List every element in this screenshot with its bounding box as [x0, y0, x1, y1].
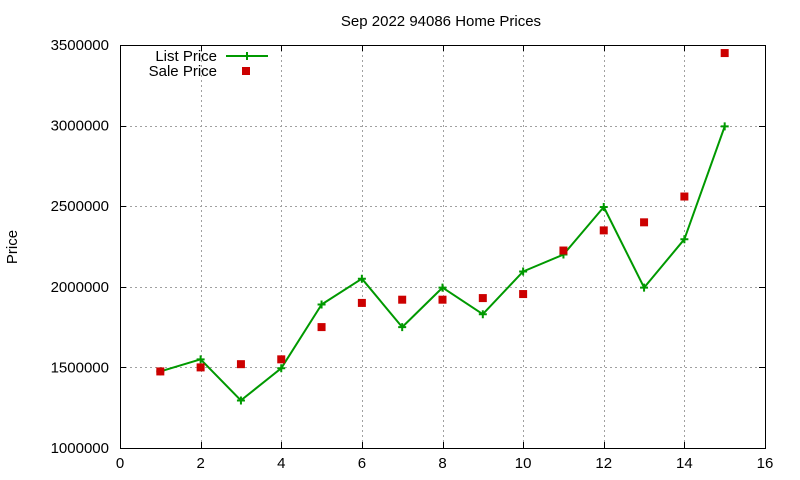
sale-price-point — [478, 294, 487, 303]
sale-price-point — [599, 226, 608, 235]
y-tick-label: 1000000 — [51, 440, 109, 457]
list-price-point — [317, 300, 326, 309]
x-tick-label: 4 — [277, 455, 285, 472]
sale-price-point — [559, 246, 568, 255]
legend-label-list-price: List Price — [155, 48, 217, 65]
legend-marker-list-price — [243, 52, 251, 60]
list-price-point — [680, 235, 689, 244]
grid — [120, 45, 765, 448]
x-tick-label: 10 — [515, 455, 532, 472]
sale-price-point — [680, 192, 689, 201]
list-price-point — [196, 355, 205, 364]
axis-ticks — [120, 45, 766, 449]
list-price-point — [277, 364, 286, 373]
x-tick-label: 14 — [676, 455, 693, 472]
legend-label-sale-price: Sale Price — [149, 63, 217, 80]
sale-price-point — [156, 367, 165, 376]
chart-title: Sep 2022 94086 Home Prices — [341, 13, 541, 30]
y-tick-label: 3500000 — [51, 37, 109, 54]
sale-price-point — [640, 218, 649, 227]
x-tick-label: 8 — [438, 455, 446, 472]
list-price-point — [236, 396, 245, 405]
sale-price-point — [720, 49, 729, 58]
x-tick-label: 12 — [595, 455, 612, 472]
sale-price-point — [519, 290, 528, 299]
list-price-point — [357, 274, 366, 283]
list-price-point — [398, 323, 407, 332]
legend-marker-sale-price — [242, 67, 250, 75]
y-tick-label: 2000000 — [51, 279, 109, 296]
x-tick-label: 2 — [196, 455, 204, 472]
y-tick-labels: 1000000 1500000 2000000 2500000 3000000 35000… — [51, 37, 109, 457]
x-tick-label: 16 — [757, 455, 774, 472]
x-tick-label: 0 — [116, 455, 124, 472]
y-tick-label: 3000000 — [51, 118, 109, 135]
legend: List Price Sale Price — [149, 48, 268, 80]
y-axis-label: Price — [4, 230, 21, 264]
list-price-point — [519, 267, 528, 276]
list-price-point — [438, 283, 447, 292]
x-tick-label: 6 — [358, 455, 366, 472]
y-tick-label: 1500000 — [51, 359, 109, 376]
sale-price-point — [277, 355, 286, 364]
sale-price-point — [357, 298, 366, 307]
sale-price-point — [398, 295, 407, 304]
y-tick-label: 2500000 — [51, 198, 109, 215]
list-price-point — [640, 283, 649, 292]
list-price-point — [599, 203, 608, 212]
x-tick-labels: 0 2 4 6 8 10 12 14 16 — [116, 455, 774, 472]
sale-price-point — [438, 295, 447, 304]
sale-price-point — [317, 323, 326, 332]
list-price-point — [478, 310, 487, 319]
list-price-point — [720, 122, 729, 131]
sale-price-point — [196, 363, 205, 372]
series — [156, 49, 729, 405]
sale-price-point — [236, 360, 245, 369]
